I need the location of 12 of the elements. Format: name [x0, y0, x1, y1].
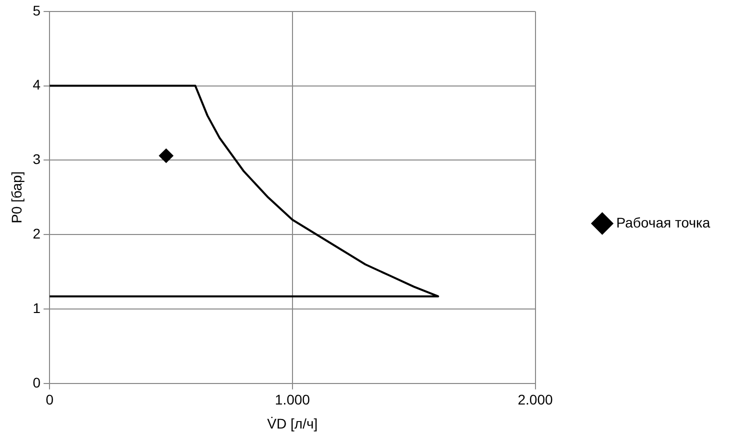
y-tick-label: 0 — [32, 374, 41, 390]
y-tick-label: 2 — [32, 225, 41, 242]
y-tick-label: 4 — [32, 76, 41, 93]
y-axis-title: P0 [бар] — [8, 171, 24, 224]
y-tick-label: 1 — [32, 300, 41, 316]
y-tick-label: 3 — [32, 151, 41, 168]
y-tick-label: 5 — [32, 2, 41, 18]
x-tick-label: 2.000 — [518, 392, 553, 408]
x-axis-title: V̇D [л/ч] — [267, 415, 318, 432]
x-tick-label: 1.000 — [274, 392, 310, 408]
legend-label: Рабочая точка — [616, 214, 710, 230]
x-tick-label: 0 — [46, 392, 54, 408]
